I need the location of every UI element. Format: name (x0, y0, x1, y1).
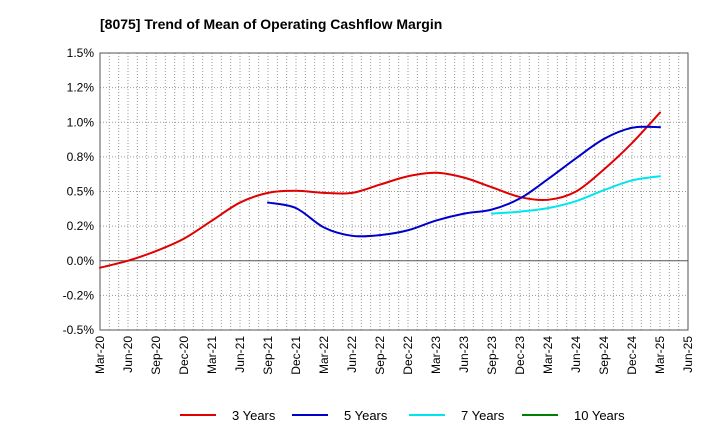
y-tick-label: 0.0% (67, 254, 95, 268)
legend-item: 10 Years (522, 405, 625, 425)
legend-item: 7 Years (409, 405, 504, 425)
series-line-5-years (267, 125, 661, 238)
x-tick-label: Jun-24 (569, 336, 583, 373)
legend-label: 5 Years (344, 407, 388, 423)
x-tick-label: Jun-22 (345, 336, 359, 373)
y-tick-label: -0.5% (63, 323, 95, 337)
series-line-7-years (491, 175, 661, 215)
x-tick-label: Dec-24 (625, 336, 639, 375)
legend-swatch (180, 414, 216, 416)
x-tick-label: Mar-25 (653, 336, 667, 374)
x-tick-label: Sep-21 (261, 336, 275, 375)
x-tick-label: Dec-23 (513, 336, 527, 375)
legend-item: 5 Years (292, 405, 387, 425)
legend-swatch (522, 414, 558, 416)
y-tick-label: 1.0% (67, 115, 95, 129)
chart-title: [8075] Trend of Mean of Operating Cashfl… (100, 16, 443, 32)
x-tick-label: Jun-25 (681, 336, 695, 373)
x-tick-label: Dec-20 (177, 336, 191, 375)
y-tick-label: 0.5% (67, 185, 95, 199)
axes (99, 52, 689, 331)
x-tick-label: Sep-22 (373, 336, 387, 375)
legend-label: 10 Years (574, 407, 625, 423)
x-tick-label: Mar-24 (541, 336, 555, 374)
y-axis-ticks: 1.5% 1.2% 1.0% 0.8% 0.5% 0.2% 0.0% -0.2% -0.5% (63, 46, 95, 337)
series-line-3-years (99, 111, 661, 269)
x-tick-label: Dec-22 (401, 336, 415, 375)
x-tick-label: Jun-21 (233, 336, 247, 373)
x-tick-label: Mar-23 (429, 336, 443, 374)
legend-swatch (409, 414, 445, 416)
x-tick-label: Mar-20 (93, 336, 107, 374)
legend-label: 7 Years (461, 407, 505, 423)
x-tick-label: Dec-21 (289, 336, 303, 375)
x-tick-label: Mar-21 (205, 336, 219, 374)
x-tick-label: Sep-23 (485, 336, 499, 375)
y-tick-label: 0.2% (67, 219, 95, 233)
series-lines (99, 111, 661, 269)
x-tick-label: Mar-22 (317, 336, 331, 374)
legend-label: 3 Years (232, 407, 276, 423)
x-tick-label: Jun-20 (121, 336, 135, 373)
legend-item: 3 Years (180, 405, 275, 425)
plot-frame (99, 52, 689, 331)
y-tick-label: 1.2% (67, 81, 95, 95)
legend-swatch (292, 414, 328, 416)
y-tick-label: 1.5% (67, 46, 95, 60)
x-tick-label: Sep-20 (149, 336, 163, 375)
x-tick-label: Sep-24 (597, 336, 611, 375)
legend: 3 Years 5 Years 7 Years 10 Years (180, 405, 640, 425)
y-tick-label: -0.2% (63, 288, 95, 302)
y-tick-label: 0.8% (67, 150, 95, 164)
x-tick-label: Jun-23 (457, 336, 471, 373)
x-axis-ticks: Mar-20 Jun-20 Sep-20 Dec-20 Mar-21 Jun-21 Sep-… (93, 336, 695, 375)
